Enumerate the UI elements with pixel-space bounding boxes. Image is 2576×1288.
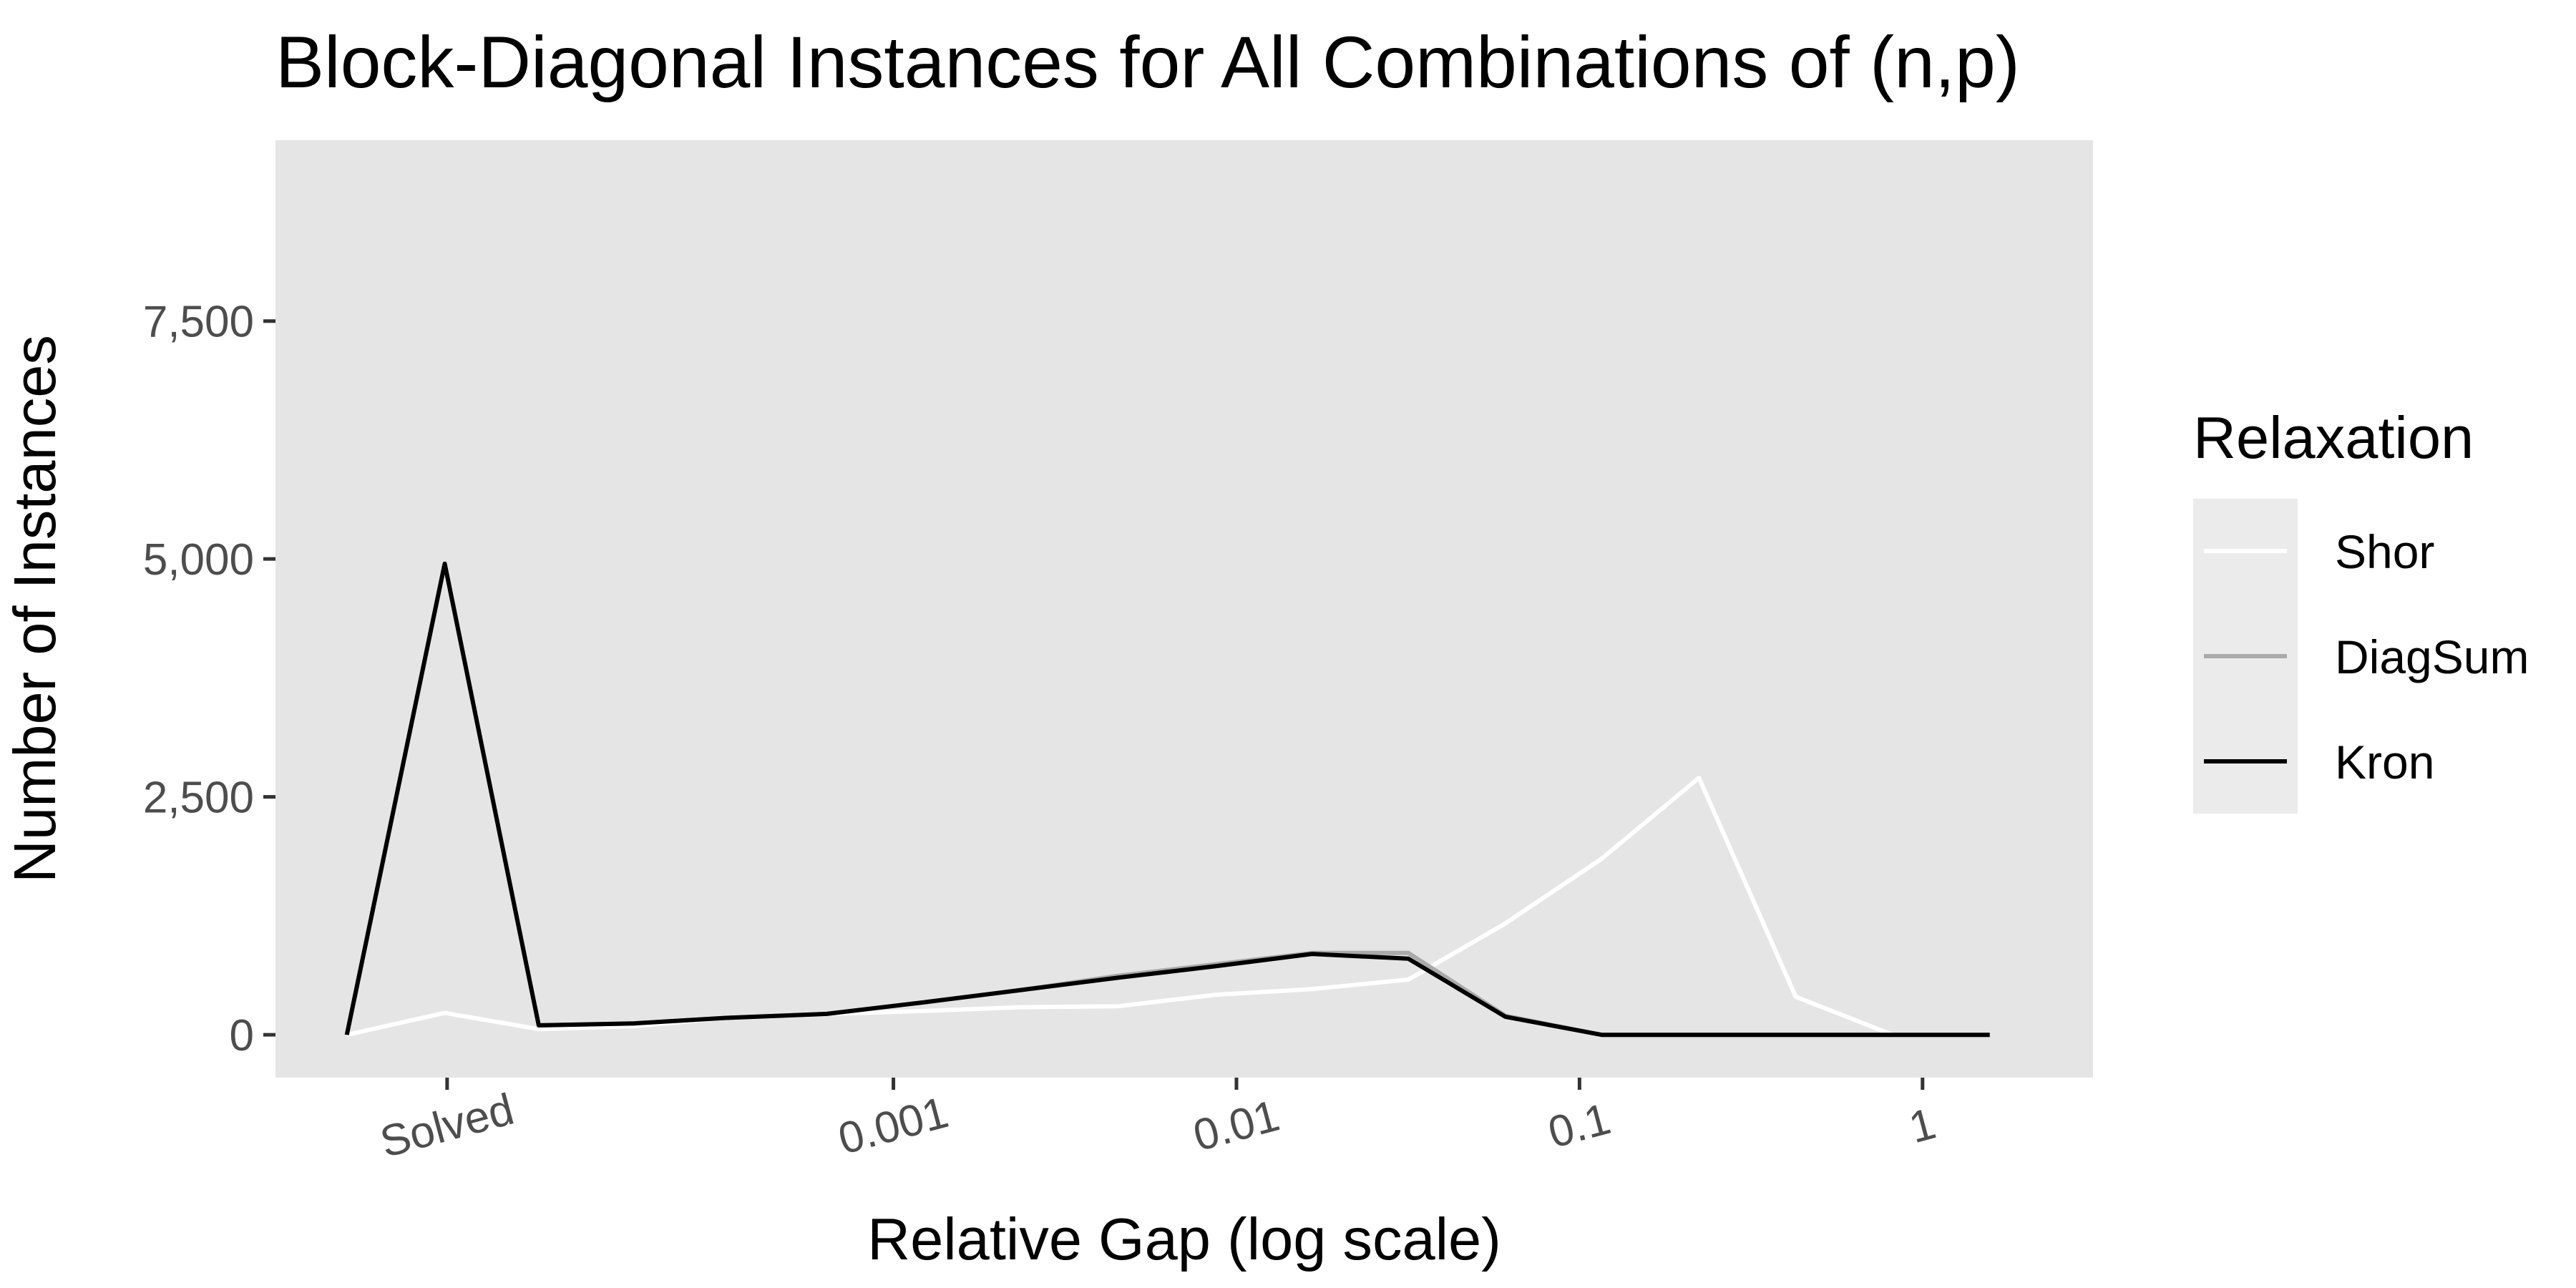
x-axis-title: Relative Gap (log scale) <box>867 1206 1501 1272</box>
series-line-kron <box>344 561 1990 1038</box>
legend-title: Relaxation <box>2193 404 2474 471</box>
chart-title: Block-Diagonal Instances for All Combina… <box>275 21 2020 103</box>
legend-label-diagsum: DiagSum <box>2335 630 2529 683</box>
y-tick-label: 2,500 <box>143 774 254 823</box>
legend-label-shor: Shor <box>2335 525 2434 578</box>
series-layer <box>344 561 1990 1038</box>
x-tick-label: 1 <box>1904 1099 1941 1153</box>
y-axis: 0 2,500 5,000 7,500 <box>143 298 275 1060</box>
legend: Relaxation Shor DiagSum Kron <box>2193 404 2529 814</box>
x-axis: Solved 0.001 0.01 0.1 1 <box>375 1078 1941 1167</box>
legend-label-kron: Kron <box>2335 736 2434 789</box>
legend-items: Shor DiagSum Kron <box>2204 525 2529 789</box>
plot-panel <box>275 140 2093 1078</box>
x-tick-label: 0.1 <box>1543 1094 1616 1158</box>
x-tick-label: 0.001 <box>834 1088 954 1164</box>
y-tick-label: 7,500 <box>143 298 254 347</box>
y-tick-label: 5,000 <box>143 535 254 585</box>
series-line-shor <box>346 776 1990 1038</box>
x-tick-label: Solved <box>375 1085 519 1168</box>
y-axis-title: Number of Instances <box>1 335 68 883</box>
y-tick-label: 0 <box>230 1011 254 1060</box>
x-tick-label: 0.01 <box>1189 1091 1284 1161</box>
